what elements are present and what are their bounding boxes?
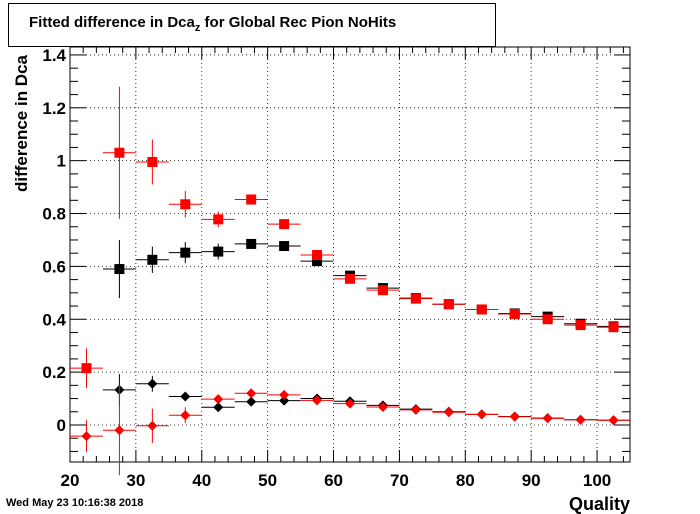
- x-axis-label: Quality: [569, 494, 630, 514]
- y-tick-label: 1.4: [42, 46, 66, 65]
- title-suffix: for Global Rec Pion NoHits: [200, 14, 397, 31]
- diamond-marker: [114, 425, 125, 436]
- y-tick-label: 0.8: [42, 205, 66, 224]
- plot-frame: [69, 46, 631, 463]
- square-marker: [542, 314, 553, 325]
- square-marker: [114, 264, 125, 275]
- y-tick-label: 0: [57, 416, 66, 435]
- square-marker: [608, 322, 619, 333]
- y-axis-label: difference in Dca: [12, 54, 31, 192]
- x-tick-label: 90: [522, 471, 541, 490]
- diamond-marker: [147, 378, 158, 389]
- y-tick-label: 0.6: [42, 257, 66, 276]
- square-marker: [279, 241, 290, 252]
- diamond-marker: [575, 414, 586, 425]
- x-tick-label: 70: [390, 471, 409, 490]
- diamond-marker: [410, 404, 421, 415]
- square-marker: [410, 293, 421, 304]
- data-marks: [70, 86, 630, 476]
- diamond-marker: [213, 402, 224, 413]
- diamond-marker: [246, 388, 257, 399]
- y-tick-label: 1: [57, 152, 66, 171]
- y-tick-label: 1.2: [42, 99, 66, 118]
- diamond-marker: [279, 395, 290, 406]
- diamond-marker: [279, 389, 290, 400]
- square-marker: [213, 214, 224, 225]
- x-tick-label: 30: [126, 471, 145, 490]
- x-tick-label: 60: [324, 471, 343, 490]
- diamond-marker: [213, 394, 224, 405]
- title-prefix: Fitted difference in Dca: [29, 14, 195, 31]
- diamond-marker: [246, 396, 257, 407]
- square-marker: [147, 156, 158, 167]
- diamond-marker: [608, 415, 619, 426]
- square-marker: [279, 219, 290, 230]
- square-marker: [575, 320, 586, 331]
- series-4: [70, 385, 630, 476]
- square-marker: [213, 246, 224, 257]
- diamond-marker: [476, 409, 487, 420]
- square-marker: [476, 304, 487, 315]
- y-tick-labels: 0 0.2 0.4 0.6 0.8 1 1.2 1.4: [42, 46, 66, 435]
- square-marker: [377, 285, 388, 296]
- diamond-marker: [377, 402, 388, 413]
- diamond-marker: [180, 391, 191, 402]
- square-marker: [312, 250, 323, 261]
- diamond-marker: [312, 395, 323, 406]
- grid-lines: [70, 47, 630, 462]
- axis-ticks: [69, 47, 630, 462]
- square-marker: [443, 299, 454, 310]
- square-marker: [147, 254, 158, 265]
- diamond-marker: [81, 431, 92, 442]
- diamond-marker: [443, 407, 454, 418]
- diamond-marker: [180, 410, 191, 421]
- x-tick-label: 40: [192, 471, 211, 490]
- x-tick-labels: 20 30 40 50 60 70 80 90 100: [61, 471, 612, 490]
- chart-title: Fitted difference in Dcaz for Global Rec…: [29, 14, 396, 34]
- title-box: Fitted difference in Dcaz for Global Rec…: [8, 3, 496, 47]
- y-tick-label: 0.2: [42, 363, 66, 382]
- timestamp: Wed May 23 10:16:38 2018: [6, 497, 144, 509]
- diamond-marker: [509, 411, 520, 422]
- square-marker: [180, 199, 191, 210]
- square-marker: [81, 363, 92, 374]
- diamond-marker: [147, 420, 158, 431]
- square-marker: [509, 308, 520, 319]
- square-marker: [246, 238, 257, 249]
- square-marker: [114, 147, 125, 158]
- x-tick-label: 80: [456, 471, 475, 490]
- square-marker: [345, 273, 355, 284]
- x-tick-label: 50: [258, 471, 277, 490]
- title-subscript: z: [194, 22, 201, 34]
- series-2: [70, 86, 630, 388]
- diamond-marker: [345, 398, 355, 409]
- square-marker: [312, 256, 323, 267]
- y-tick-label: 0.4: [42, 310, 66, 329]
- square-marker: [246, 194, 257, 205]
- x-tick-label: 100: [583, 471, 611, 490]
- x-tick-label: 20: [61, 471, 80, 490]
- diamond-marker: [542, 413, 553, 424]
- square-marker: [180, 247, 191, 258]
